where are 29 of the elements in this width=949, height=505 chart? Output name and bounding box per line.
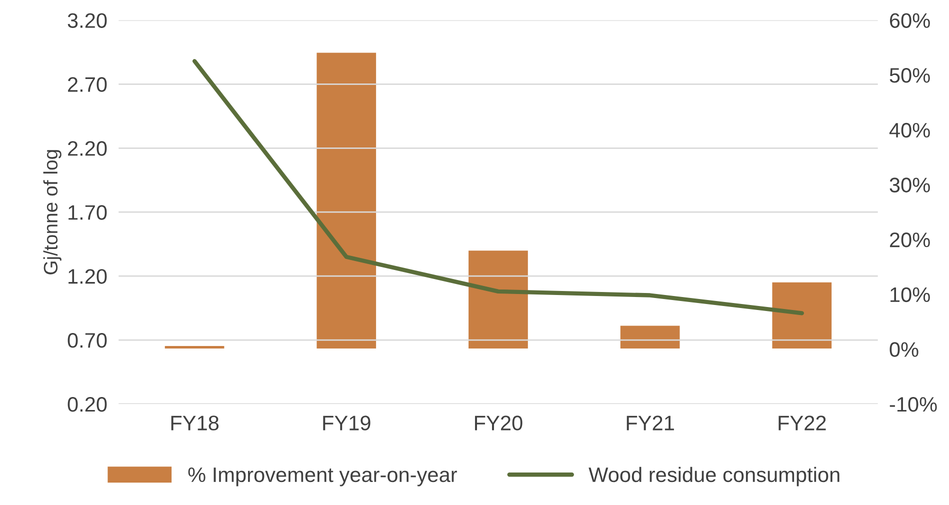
y2-tick-label: -10%: [890, 397, 937, 412]
bar: [467, 249, 530, 350]
x-tick-label: FY21: [626, 416, 674, 430]
y2-tick-label: 10%: [890, 287, 930, 302]
y-axis-title: Gj/tonne of log: [43, 150, 62, 274]
y2-tick-label: 50%: [890, 68, 930, 83]
y2-tick-label: 20%: [890, 232, 930, 248]
y2-tick-label: 60%: [890, 13, 930, 28]
y2-tick-label: 0%: [890, 342, 918, 357]
y-tick-label: 0.20: [68, 397, 107, 412]
legend-label: Wood residue consumption: [588, 466, 840, 486]
y-tick-label: 1.20: [68, 269, 107, 284]
bar: [770, 281, 833, 350]
y-tick-label: 2.20: [68, 141, 107, 156]
y-tick-label: 1.70: [68, 205, 107, 220]
y-tick-label: 0.70: [68, 333, 107, 348]
bar: [163, 344, 226, 350]
x-tick-label: FY19: [323, 416, 370, 430]
bar: [315, 51, 378, 350]
y-tick-label: 2.70: [68, 77, 107, 92]
y2-tick-label: 40%: [889, 122, 930, 138]
x-tick-label: FY20: [475, 416, 522, 430]
y-tick-label: 3.20: [68, 13, 107, 28]
x-tick-label: FY18: [171, 416, 219, 430]
x-tick-label: FY22: [778, 416, 826, 430]
legend-label: % Improvement year-on-year: [188, 467, 457, 486]
y2-tick-label: 30%: [890, 178, 930, 192]
bar: [619, 324, 682, 350]
line-series: [192, 59, 804, 316]
